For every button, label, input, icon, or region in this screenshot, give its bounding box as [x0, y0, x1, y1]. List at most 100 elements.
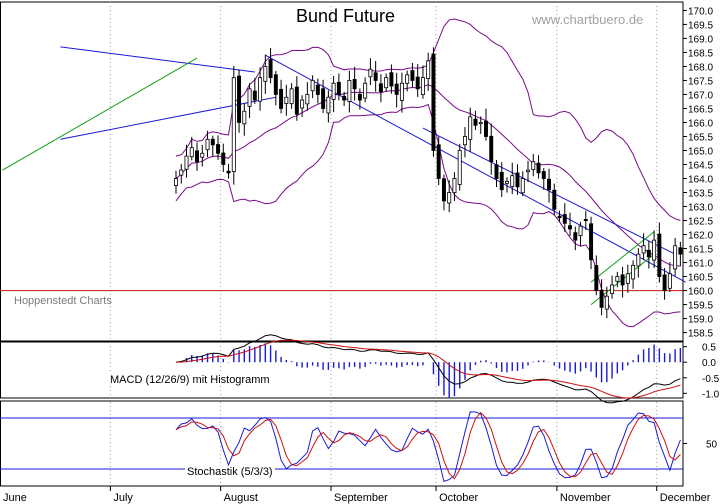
candle-body [652, 239, 657, 261]
candle-body [646, 249, 651, 258]
candle-body [389, 72, 394, 87]
candle-body [205, 138, 210, 151]
candle-body [594, 265, 599, 291]
price-tick-label: 158.5 [688, 329, 713, 340]
price-tick-label: 160.0 [688, 287, 713, 298]
trendline [265, 54, 686, 283]
candle-body [552, 189, 557, 210]
candle-body [468, 116, 473, 140]
price-tick-label: 166.0 [688, 118, 713, 129]
candle-body [352, 79, 357, 90]
candle-body [210, 138, 215, 146]
candle-body [263, 66, 268, 82]
price-tick-label: 162.5 [688, 217, 713, 228]
candle-body [562, 214, 567, 224]
candle-body [368, 68, 373, 78]
candle-body [573, 232, 578, 241]
candle-body [284, 96, 289, 104]
candle-body [237, 75, 242, 123]
candle-body [195, 150, 199, 163]
candle-body [294, 86, 299, 115]
candle-body [620, 274, 625, 286]
candle-body [189, 147, 194, 158]
price-tick-label: 159.0 [688, 315, 713, 326]
price-tick-label: 164.5 [688, 160, 713, 171]
trendline [2, 57, 198, 171]
stochastic-k-line [175, 411, 681, 483]
price-tick-label: 168.0 [688, 62, 713, 73]
candle-body [599, 289, 604, 308]
candle-body [268, 59, 273, 79]
candle-body [200, 152, 205, 158]
macd-label: MACD (12/26/9) mit Histogramm [108, 374, 272, 386]
candle-body [531, 161, 536, 171]
candle-body [226, 170, 231, 174]
candle-body [363, 82, 368, 99]
candle-body [452, 178, 457, 194]
candle-body [399, 82, 404, 101]
website-credit: www.chartbuero.de [532, 12, 644, 27]
candle-body [673, 245, 678, 270]
candle-body [331, 82, 336, 100]
candle-body [321, 88, 326, 109]
month-label: November [560, 492, 611, 504]
macd-panel-frame [0, 341, 684, 399]
price-tick-label: 159.5 [688, 301, 713, 312]
candle-body [231, 77, 236, 173]
candle-body [662, 274, 667, 291]
candle-body [578, 225, 583, 237]
candle-body [394, 83, 399, 95]
candle-body [631, 264, 636, 280]
candle-body [342, 95, 347, 101]
candle-body [216, 144, 221, 154]
macd-signal-line [175, 339, 681, 399]
macd-tick-label: 0.0 [702, 358, 716, 369]
month-label: August [224, 492, 258, 504]
price-tick-label: 161.5 [688, 245, 713, 256]
price-panel-frame [0, 1, 684, 342]
candle-body [431, 53, 436, 151]
candle-body [415, 76, 420, 90]
candle-body [179, 169, 184, 176]
candle-body [357, 93, 362, 101]
candle-body [499, 171, 504, 191]
month-label: October [439, 492, 478, 504]
candle-body [273, 74, 278, 95]
candle-body [505, 180, 509, 184]
candle-body [557, 215, 562, 219]
candle-body [221, 152, 226, 165]
candle-body [625, 273, 630, 284]
candle-body [568, 225, 573, 230]
price-tick-label: 170.0 [688, 6, 713, 17]
candle-body [174, 178, 178, 186]
price-tick-label: 165.0 [688, 146, 713, 157]
candle-body [310, 80, 315, 92]
candle-body [436, 144, 441, 179]
price-tick-label: 162.0 [688, 231, 713, 242]
candle-body [667, 273, 672, 289]
price-tick-label: 166.5 [688, 104, 713, 115]
candle-body [484, 120, 488, 137]
price-tick-label: 167.5 [688, 76, 713, 87]
candle-body [373, 72, 378, 81]
month-label: December [660, 492, 711, 504]
candle-body [641, 245, 646, 254]
candle-body [279, 88, 284, 109]
macd-tick-label: 0.5 [702, 343, 716, 354]
candle-body [457, 150, 462, 185]
candle-body [489, 135, 494, 163]
candle-body [336, 81, 341, 95]
trendline [60, 46, 255, 73]
chart-title: Bund Future [296, 6, 396, 26]
month-label: July [113, 492, 133, 504]
candle-body [410, 70, 415, 81]
price-tick-label: 168.5 [688, 48, 713, 59]
candle-body [604, 295, 609, 310]
candle-body [258, 77, 263, 102]
candle-body [657, 233, 662, 277]
candle-body [378, 83, 383, 93]
stochastic-tick-label: 50 [706, 440, 718, 451]
price-tick-label: 169.5 [688, 20, 713, 31]
stochastic-panel-frame [0, 400, 684, 487]
candle-body [384, 77, 389, 89]
